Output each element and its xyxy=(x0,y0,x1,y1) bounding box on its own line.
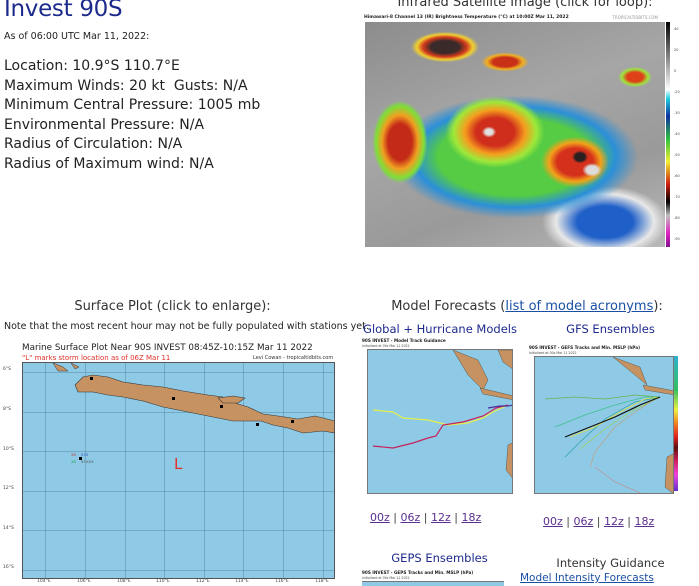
intensity-guidance-title: Intensity Guidance xyxy=(556,556,665,570)
lon-label: 114°E xyxy=(235,579,249,584)
gefs-run-06z[interactable]: 06z xyxy=(573,515,594,528)
global-models-image[interactable]: 90S INVEST - Model Track Guidance Initia… xyxy=(362,338,517,498)
model-intensity-forecasts-link[interactable]: Model Intensity Forecasts xyxy=(520,572,654,584)
lat-label: 12°S xyxy=(3,486,14,491)
storm-details: Location: 10.9°S 110.7°E Maximum Winds: … xyxy=(4,57,260,175)
gefs-run-12z[interactable]: 12z xyxy=(604,515,624,528)
gefs-track-chart xyxy=(544,357,673,493)
detail-env-pressure: Environmental Pressure: N/A xyxy=(4,116,205,133)
surface-plot-map[interactable]: 28 070 26 97XXX xyxy=(22,362,335,579)
colorbar-tick: -80 xyxy=(674,216,680,220)
storm-location-marker: L xyxy=(174,455,183,473)
surface-plot-credit: Levi Cowan - tropicaltidbits.com xyxy=(253,355,334,361)
lon-label: 118°E xyxy=(315,579,329,584)
surface-plot-heading: Surface Plot (click to enlarge): xyxy=(74,299,271,314)
lon-label: 108°E xyxy=(117,579,131,584)
gefs-title: GFS Ensembles xyxy=(566,322,655,336)
lon-label: 106°E xyxy=(77,579,91,584)
satellite-brand: TROPICALTIDBITS.COM xyxy=(612,15,658,20)
lat-label: 14°S xyxy=(3,526,14,531)
model-forecasts-heading: Model Forecasts (list of model acronyms)… xyxy=(391,299,663,314)
lat-label: 6°S xyxy=(3,367,11,372)
geps-title: GEPS Ensembles xyxy=(391,551,488,565)
colorbar-tick: -90 xyxy=(674,237,680,241)
global-run-links: 00z | 06z | 12z | 18z xyxy=(370,511,482,524)
lon-label: 104°E xyxy=(37,579,51,584)
gefs-run-18z[interactable]: 18z xyxy=(634,515,655,528)
detail-radius-circulation: Radius of Circulation: N/A xyxy=(4,136,183,153)
gefs-run-links: 00z | 06z | 12z | 18z xyxy=(543,515,655,528)
colorbar-tick: 20 xyxy=(674,48,679,52)
temperature-colorbar xyxy=(666,22,670,247)
station-id: 97XXX xyxy=(81,459,94,464)
gefs-image[interactable]: 90S INVEST - GEFS Tracks and Min. MSLP (… xyxy=(529,345,694,497)
lon-label: 116°E xyxy=(275,579,289,584)
gefs-run-00z[interactable]: 00z xyxy=(543,515,563,528)
satellite-caption: Himawari-8 Channel 13 (IR) Brightness Te… xyxy=(364,15,569,20)
station-temp: 28 xyxy=(71,452,76,457)
lon-label: 110°E xyxy=(156,579,170,584)
satellite-heading: Infrared Satellite Image (click for loop… xyxy=(397,0,653,10)
colorbar-tick: 0 xyxy=(674,69,677,73)
lat-label: 16°S xyxy=(3,565,14,570)
model-acronyms-link[interactable]: list of model acronyms xyxy=(505,299,654,314)
lat-label: 10°S xyxy=(3,447,14,452)
global-run-00z[interactable]: 00z xyxy=(370,511,390,524)
colorbar-tick: -20 xyxy=(674,90,680,94)
colorbar-tick: -50 xyxy=(674,153,680,157)
surface-plot-title: Marine Surface Plot Near 90S INVEST 08:4… xyxy=(22,343,313,353)
ir-satellite-imagery xyxy=(365,22,665,247)
station-marker[interactable] xyxy=(79,457,82,460)
detail-radius-max-wind: Radius of Maximum wind: N/A xyxy=(4,155,214,172)
detail-location: Location: 10.9°S 110.7°E xyxy=(4,58,180,74)
storm-title: Invest 90S xyxy=(4,0,123,22)
global-models-title: Global + Hurricane Models xyxy=(363,322,517,336)
colorbar-tick: -40 xyxy=(674,132,680,136)
colorbar-tick: 40 xyxy=(674,27,679,31)
colorbar-tick: -60 xyxy=(674,174,680,178)
colorbar-tick: -70 xyxy=(674,195,680,199)
station-dewpoint: 26 xyxy=(71,459,76,464)
station-pressure: 070 xyxy=(81,452,89,457)
surface-plot-subtitle: "L" marks storm location as of 06Z Mar 1… xyxy=(22,354,171,362)
global-run-06z[interactable]: 06z xyxy=(400,511,421,524)
lon-label: 112°E xyxy=(196,579,210,584)
as-of-timestamp: As of 06:00 UTC Mar 11, 2022: xyxy=(4,31,150,42)
lat-label: 8°S xyxy=(3,407,11,412)
global-run-12z[interactable]: 12z xyxy=(431,511,451,524)
model-track-chart xyxy=(372,350,512,478)
satellite-image[interactable]: Himawari-8 Channel 13 (IR) Brightness Te… xyxy=(362,15,684,252)
geps-image[interactable]: 90S INVEST - GEPS Tracks and Min. MSLP (… xyxy=(362,570,512,586)
global-run-18z[interactable]: 18z xyxy=(461,511,482,524)
detail-min-pressure: Minimum Central Pressure: 1005 mb xyxy=(4,97,261,114)
surface-note: Note that the most recent hour may not b… xyxy=(4,321,369,332)
java-island xyxy=(52,363,334,434)
pressure-colorbar xyxy=(674,356,678,491)
colorbar-tick: -30 xyxy=(674,111,680,115)
detail-max-winds: Maximum Winds: 20 kt Gusts: N/A xyxy=(4,77,248,94)
